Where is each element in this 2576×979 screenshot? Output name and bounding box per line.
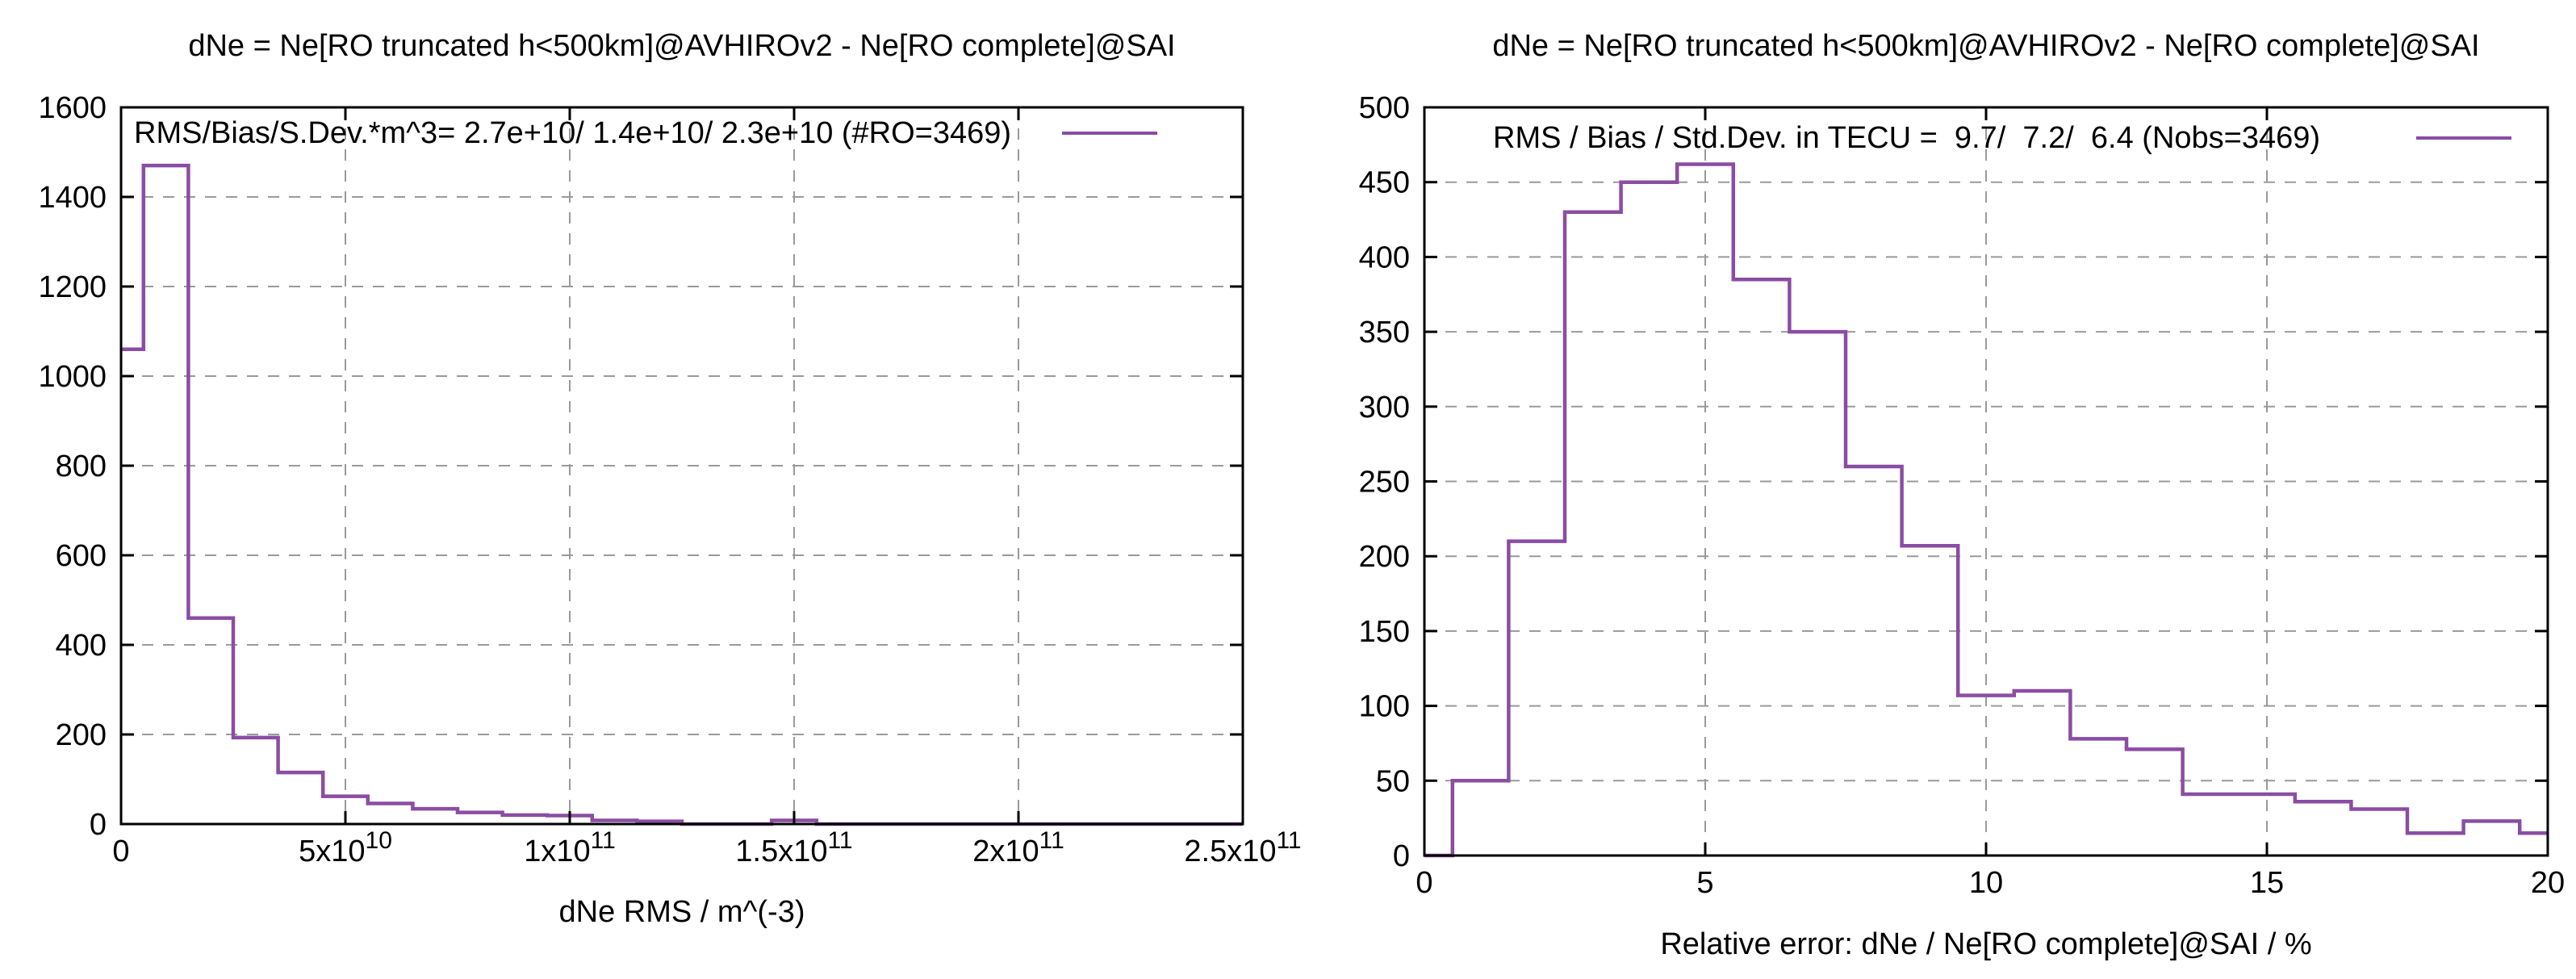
x-tick-label: 20: [2531, 866, 2565, 900]
right-legend-line-sample: [2416, 136, 2511, 140]
y-tick-label: 250: [1359, 466, 1410, 500]
x-tick-label: 2x1011: [972, 827, 1064, 868]
y-tick-label: 200: [1359, 540, 1410, 574]
right-x-axis-title: Relative error: dNe / Ne[RO complete]@SA…: [1660, 927, 2312, 961]
x-tick-label: 5x1010: [299, 827, 392, 868]
y-tick-label: 300: [1359, 391, 1410, 425]
y-tick-label: 800: [56, 450, 107, 483]
left-chart-title: dNe = Ne[RO truncated h<500km]@AVHIROv2 …: [188, 29, 1176, 63]
y-tick-label: 1200: [38, 270, 107, 304]
y-tick-label: 0: [1393, 839, 1410, 873]
left-x-axis-title: dNe RMS / m^(-3): [558, 895, 805, 929]
x-tick-label: 1x1011: [524, 827, 616, 868]
right-chart-title: dNe = Ne[RO truncated h<500km]@AVHIROv2 …: [1492, 29, 2480, 63]
y-tick-label: 350: [1359, 316, 1410, 349]
left-legend-label: RMS/Bias/S.Dev.*m^3= 2.7e+10/ 1.4e+10/ 2…: [134, 115, 1012, 150]
right-chart-legend: RMS / Bias / Std.Dev. in TECU = 9.7/ 7.2…: [1493, 119, 2511, 157]
y-tick-label: 100: [1359, 690, 1410, 724]
left-legend-line-sample: [1062, 132, 1157, 135]
x-tick-label: 10: [1969, 866, 2003, 900]
y-tick-label: 50: [1376, 764, 1410, 798]
x-tick-label: 0: [112, 835, 129, 868]
y-tick-label: 400: [1359, 241, 1410, 274]
y-tick-label: 500: [1359, 91, 1410, 125]
y-tick-label: 0: [90, 808, 107, 842]
histogram-line: [121, 163, 1243, 826]
x-tick-label: 5: [1696, 866, 1713, 900]
y-tick-label: 450: [1359, 166, 1410, 200]
x-tick-label: 15: [2250, 866, 2284, 900]
y-tick-label: 1600: [38, 91, 107, 125]
histogram-line: [1424, 162, 2548, 858]
right-legend-label: RMS / Bias / Std.Dev. in TECU = 9.7/ 7.2…: [1493, 120, 2321, 155]
y-tick-label: 150: [1359, 615, 1410, 649]
x-tick-label: 0: [1416, 866, 1432, 900]
x-tick-label: 2.5x1011: [1184, 827, 1301, 868]
y-tick-label: 1400: [38, 181, 107, 215]
y-tick-label: 400: [56, 629, 107, 663]
y-tick-label: 1000: [38, 360, 107, 394]
y-tick-label: 600: [56, 539, 107, 573]
left-chart-legend: RMS/Bias/S.Dev.*m^3= 2.7e+10/ 1.4e+10/ 2…: [134, 115, 1157, 152]
x-tick-label: 1.5x1011: [735, 827, 852, 868]
y-tick-label: 200: [56, 718, 107, 752]
